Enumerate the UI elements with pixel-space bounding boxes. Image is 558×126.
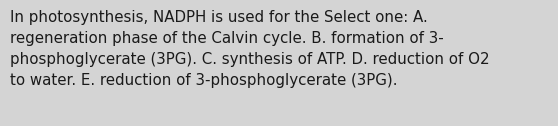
Text: In photosynthesis, NADPH is used for the Select one: A.
regeneration phase of th: In photosynthesis, NADPH is used for the… bbox=[10, 10, 489, 88]
